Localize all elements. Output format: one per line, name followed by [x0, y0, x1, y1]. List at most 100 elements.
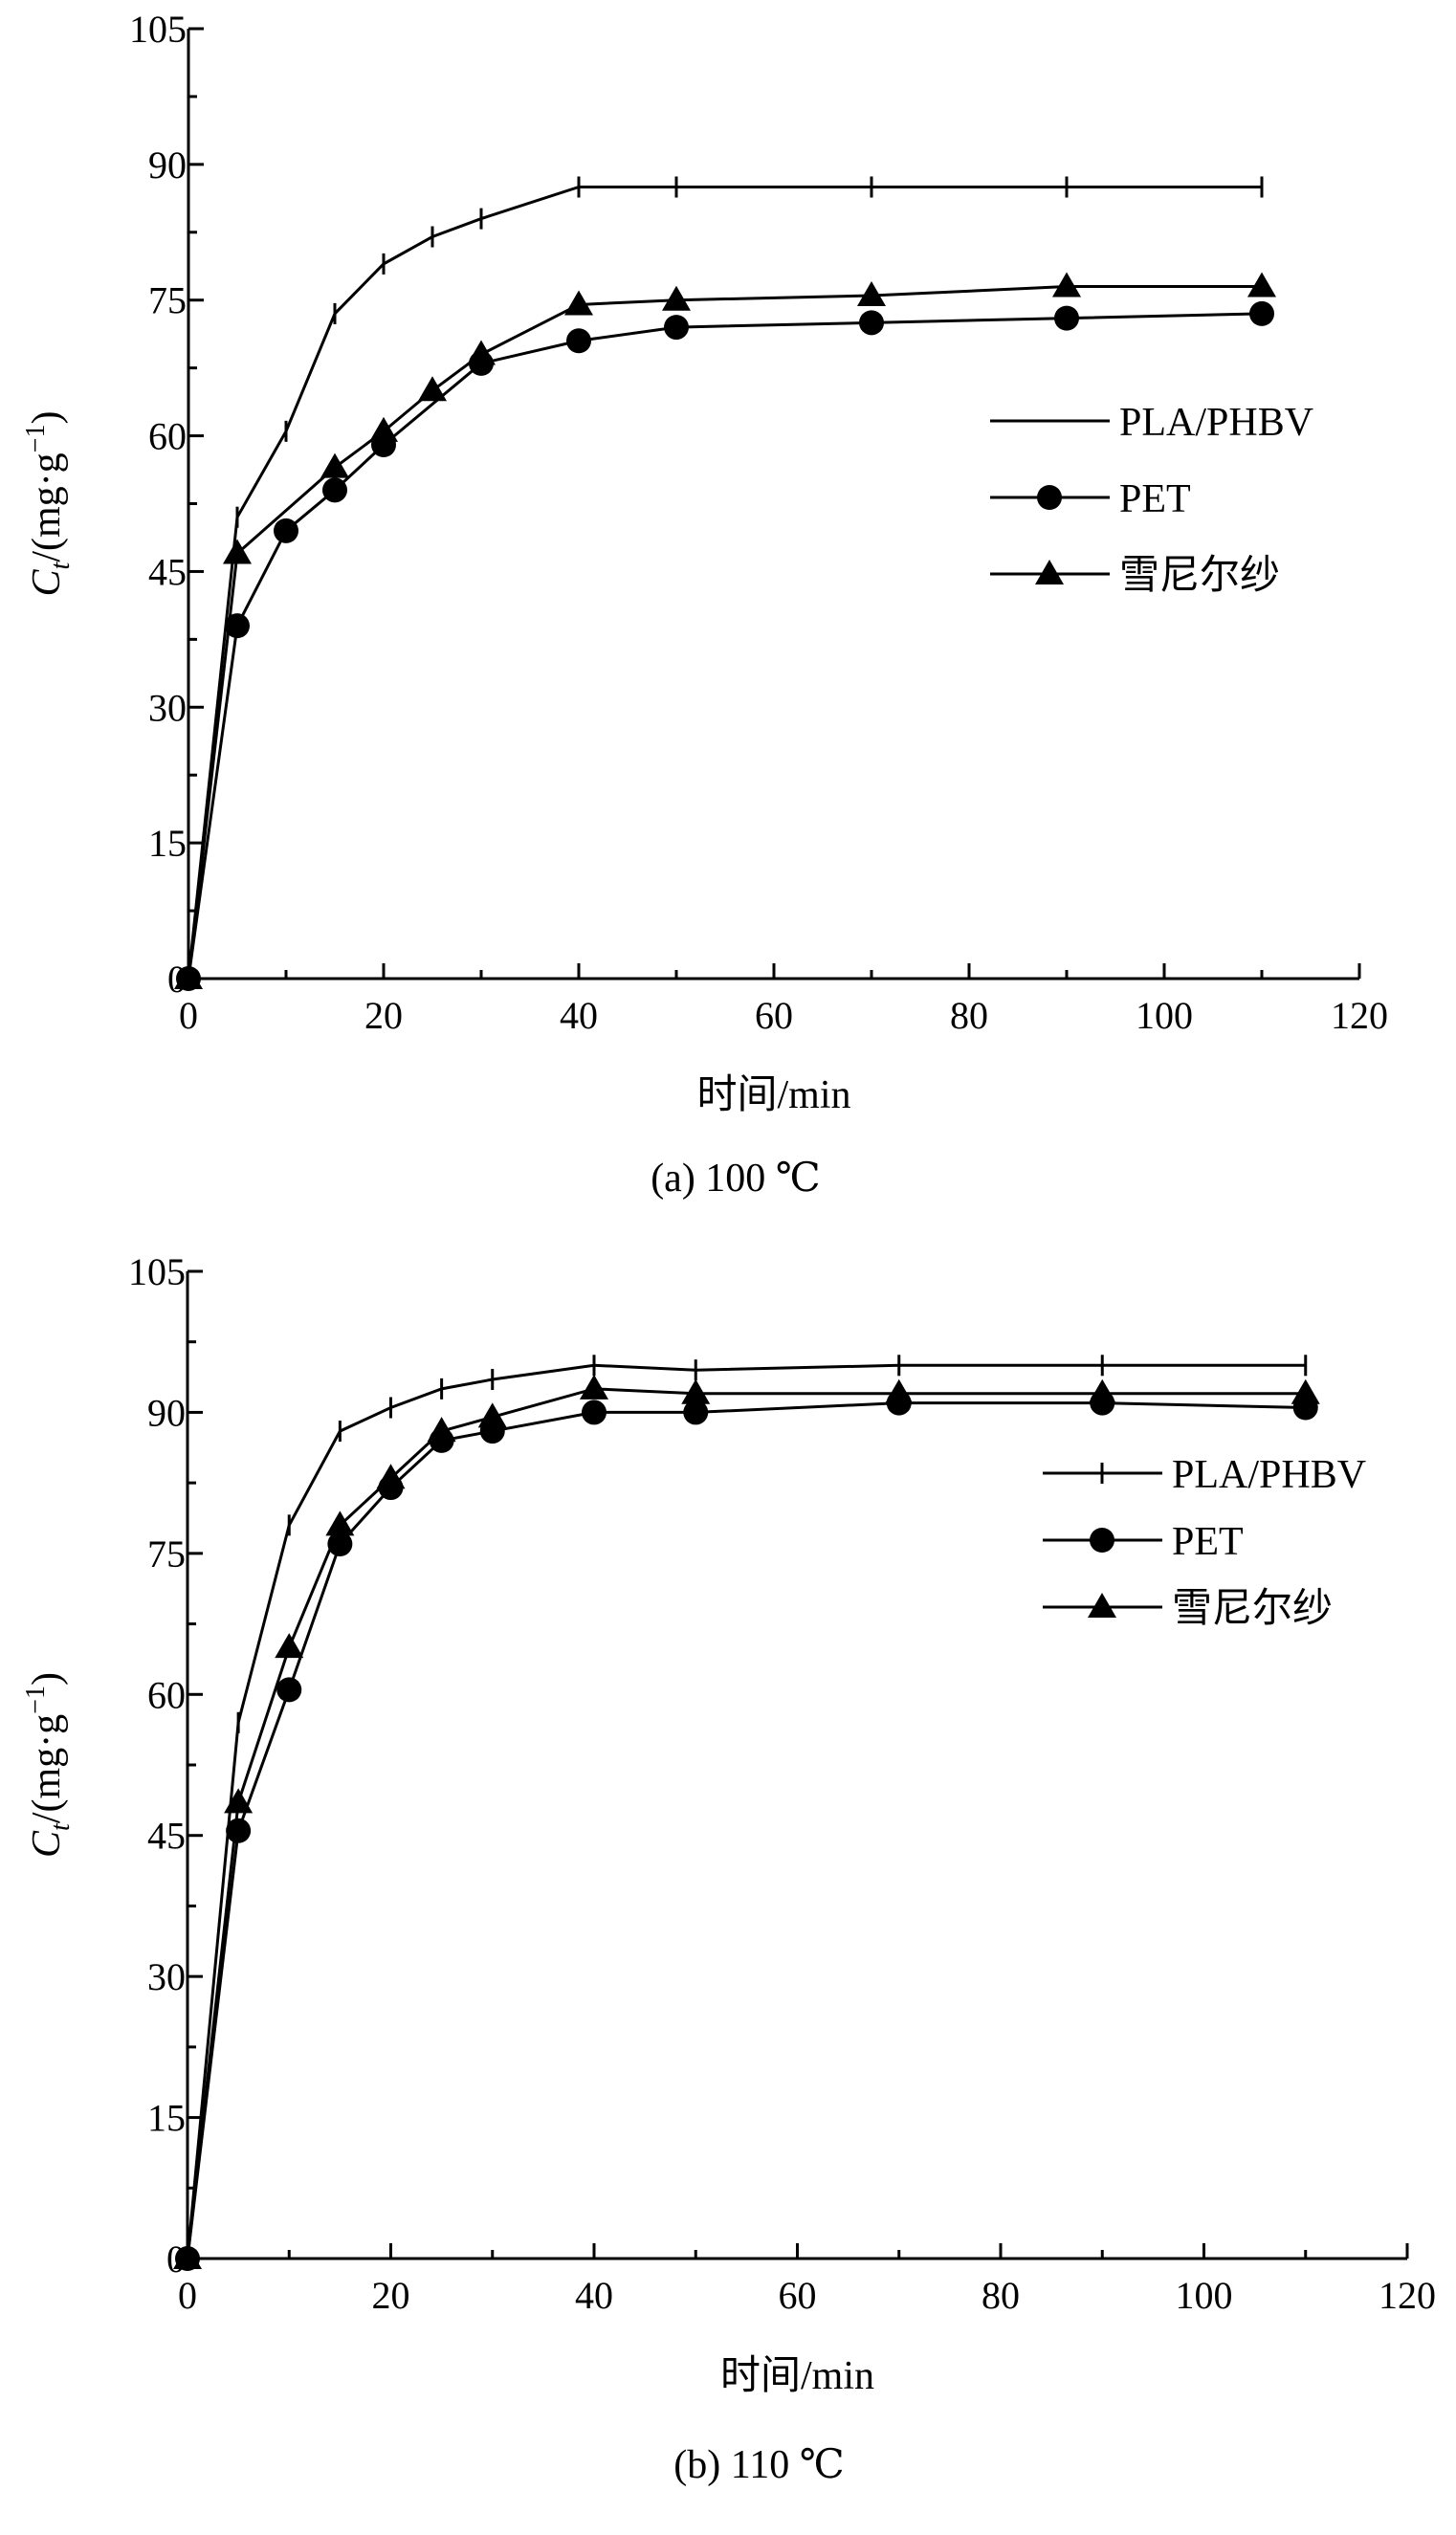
- y-axis-label-part: −1: [21, 1686, 51, 1714]
- series-line: [187, 285, 1262, 980]
- data-point: [582, 1400, 607, 1425]
- chart-caption: (a) 100 ℃: [651, 1157, 821, 1201]
- data-point: [564, 290, 593, 316]
- y-tick-label: 45: [148, 550, 187, 593]
- series-pet: [176, 300, 1274, 991]
- x-tick-label: 120: [1379, 2274, 1436, 2317]
- series-line: [186, 1387, 1306, 2259]
- data-point: [859, 310, 884, 336]
- x-tick-label: 120: [1331, 994, 1388, 1037]
- y-axis-label-part: C: [25, 568, 69, 596]
- x-tick-label: 20: [372, 2274, 410, 2317]
- y-axis-label-part: ): [25, 411, 69, 425]
- data-point: [566, 328, 591, 354]
- series-line: [187, 186, 1262, 980]
- data-point: [580, 1374, 608, 1400]
- x-tick-label: 80: [950, 994, 988, 1037]
- series-pla-phbv: [186, 1355, 1308, 2269]
- data-point: [427, 1417, 456, 1443]
- data-point: [1054, 305, 1079, 331]
- data-point: [274, 518, 298, 543]
- y-tick-label: 60: [148, 415, 187, 458]
- x-tick-label: 100: [1176, 2274, 1233, 2317]
- y-tick-label: 105: [129, 8, 187, 51]
- y-tick-label: 45: [147, 1815, 186, 1858]
- x-tick-label: 100: [1136, 994, 1193, 1037]
- data-point: [275, 1633, 304, 1659]
- legend-label: PLA/PHBV: [1172, 1453, 1366, 1497]
- legend-marker: [1088, 1593, 1116, 1618]
- x-tick-label: 60: [755, 994, 793, 1037]
- data-point: [276, 1677, 302, 1703]
- data-point: [664, 315, 689, 341]
- x-axis-label: 时间/min: [720, 2354, 874, 2398]
- data-point: [1249, 300, 1274, 326]
- legend-marker: [1090, 1528, 1114, 1553]
- x-axis-label: 时间/min: [696, 1073, 850, 1117]
- x-tick-label: 40: [560, 994, 598, 1037]
- data-point: [418, 376, 447, 402]
- x-tick-label: 20: [364, 994, 403, 1037]
- x-tick-label: 0: [178, 2274, 197, 2317]
- data-point: [369, 416, 398, 442]
- x-tick-label: 60: [779, 2274, 817, 2317]
- data-point: [320, 452, 349, 478]
- data-point: [884, 1378, 914, 1404]
- data-point: [223, 539, 252, 564]
- series-pla-phbv: [187, 176, 1264, 989]
- data-point: [1088, 1378, 1117, 1404]
- x-tick-label: 80: [982, 2274, 1020, 2317]
- data-point: [173, 2244, 202, 2269]
- y-tick-label: 30: [147, 1955, 186, 1998]
- data-point: [226, 1818, 252, 1843]
- data-point: [376, 1464, 406, 1489]
- series-line: [187, 312, 1263, 980]
- data-point: [857, 280, 886, 306]
- legend-label: PET: [1119, 477, 1191, 521]
- x-tick-label: 40: [575, 2274, 613, 2317]
- data-point: [683, 1400, 709, 1425]
- y-tick-label: 105: [128, 1250, 186, 1293]
- y-axis-label: Ct/(mg·g−1): [21, 1672, 76, 1858]
- data-point: [477, 1402, 507, 1428]
- chart-caption: (b) 110 ℃: [673, 2443, 844, 2487]
- y-axis-label-part: t: [46, 561, 76, 569]
- data-point: [1052, 272, 1081, 298]
- data-point: [1247, 272, 1276, 298]
- legend-label: PET: [1172, 1520, 1244, 1564]
- data-point: [322, 477, 347, 503]
- y-axis-label: Ct/(mg·g−1): [21, 411, 76, 597]
- y-axis-label-part: t: [46, 1822, 76, 1831]
- series-chenille: [173, 1374, 1320, 2269]
- data-point: [174, 964, 203, 989]
- data-point: [224, 1788, 254, 1814]
- y-tick-label: 75: [147, 1532, 186, 1576]
- y-tick-label: 15: [148, 822, 187, 865]
- y-axis-label-part: ): [25, 1672, 69, 1686]
- legend-marker: [1037, 485, 1062, 510]
- series-line: [186, 1363, 1306, 2259]
- data-point: [662, 285, 691, 311]
- data-point: [325, 1510, 355, 1536]
- y-axis-label-part: /(mg·g: [25, 1714, 69, 1823]
- y-axis-label-part: −1: [21, 425, 51, 453]
- data-point: [681, 1378, 711, 1404]
- series-line: [186, 1401, 1306, 2259]
- x-tick-label: 0: [179, 994, 198, 1037]
- chart-a-100c: 0204060801001200153045607590105时间/minCt/…: [21, 8, 1388, 1201]
- series-chenille: [174, 272, 1276, 989]
- y-tick-label: 90: [148, 143, 187, 187]
- y-tick-label: 90: [147, 1391, 186, 1434]
- y-tick-label: 60: [147, 1673, 186, 1716]
- data-point: [467, 340, 496, 365]
- chart-b-110c: 0204060801001200153045607590105时间/minCt/…: [21, 1250, 1436, 2487]
- legend-label: PLA/PHBV: [1119, 401, 1313, 445]
- y-axis-label-part: C: [25, 1830, 69, 1858]
- legend-label: 雪尼尔纱: [1119, 554, 1280, 598]
- y-axis-label-part: /(mg·g: [25, 452, 69, 562]
- legend-marker: [1035, 560, 1064, 584]
- legend-label: 雪尼尔纱: [1172, 1587, 1333, 1631]
- y-tick-label: 15: [147, 2097, 186, 2140]
- y-tick-label: 30: [148, 686, 187, 729]
